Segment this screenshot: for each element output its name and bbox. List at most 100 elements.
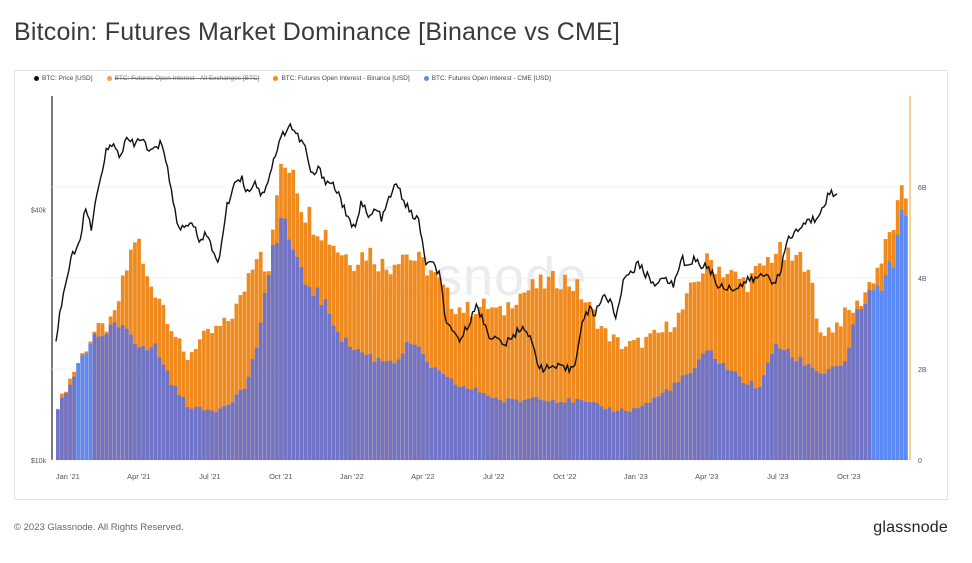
cme-oi-bar (165, 370, 170, 460)
cme-oi-bar (441, 374, 446, 460)
chart-legend: BTC: Price [USD] BTC: Futures Open Intere… (34, 75, 551, 82)
legend-item-2[interactable]: BTC: Futures Open Interest - Binance [US… (273, 75, 410, 82)
cme-oi-bar (275, 242, 279, 460)
binance-oi-bar (198, 339, 202, 460)
binance-oi-bar (206, 328, 210, 460)
binance-oi-bar (619, 348, 624, 460)
cme-oi-bar (786, 348, 791, 460)
binance-oi-bar (437, 277, 442, 460)
x-tick-label: Apr '22 (411, 472, 435, 481)
cme-oi-bar (258, 322, 263, 460)
binance-oi-bar (490, 307, 494, 460)
binance-oi-bar (749, 273, 754, 460)
binance-oi-bar (482, 298, 486, 460)
cme-oi-bar (891, 267, 896, 460)
cme-oi-bar (802, 365, 807, 460)
cme-oi-bar (875, 285, 880, 460)
legend-item-1[interactable]: BTC: Futures Open Interest - All Exchang… (106, 75, 259, 82)
cme-oi-bar (157, 357, 162, 460)
cme-oi-bar (453, 384, 458, 460)
binance-oi-bar (636, 337, 640, 460)
binance-oi-bar (494, 307, 498, 460)
binance-oi-bar (473, 314, 478, 460)
cme-oi-bar (283, 218, 287, 460)
cme-oi-bar (185, 407, 190, 460)
cme-oi-bar (234, 394, 239, 460)
y-right-tick-label: 6B (918, 185, 927, 192)
cme-oi-bar (798, 356, 803, 460)
cme-oi-bar (193, 406, 198, 460)
cme-oi-bar (181, 396, 186, 460)
cme-oi-bar (364, 354, 369, 460)
cme-oi-bar (323, 299, 328, 460)
cme-oi-bar (615, 410, 620, 460)
x-tick-label: Jan '23 (624, 472, 648, 481)
cme-oi-bar (433, 367, 438, 460)
cme-oi-bar (425, 361, 429, 460)
cme-oi-bar (92, 333, 97, 460)
cme-oi-bar (579, 400, 584, 460)
cme-oi-bar (486, 395, 490, 460)
cme-oi-bar (299, 267, 304, 460)
cme-oi-bar (757, 386, 762, 460)
cme-oi-bar (311, 295, 316, 460)
binance-oi-bar (202, 330, 206, 460)
cme-oi-bar (482, 392, 486, 460)
cme-oi-bar (319, 305, 324, 460)
binance-oi-bar (652, 329, 657, 460)
legend-item-0[interactable]: BTC: Price [USD] (34, 75, 93, 82)
btc-price-line (55, 122, 838, 375)
cme-oi-bar (449, 378, 454, 460)
cme-oi-bar (307, 286, 312, 460)
cme-oi-bar (636, 408, 640, 460)
cme-oi-bar (664, 389, 669, 460)
cme-oi-bar (534, 397, 539, 460)
binance-oi-bar (741, 277, 746, 460)
cme-oi-bar (279, 217, 283, 460)
cme-oi-bar (555, 403, 559, 460)
cme-oi-bar (80, 355, 85, 460)
binance-oi-bar (242, 291, 247, 460)
cme-oi-bar (595, 403, 600, 460)
cme-oi-bar (526, 398, 531, 460)
binance-oi-bar (433, 272, 438, 460)
cme-oi-bar (177, 395, 182, 460)
binance-oi-bar (234, 303, 239, 460)
cme-oi-bar (189, 408, 194, 460)
y-right-tick-label: 2B (918, 367, 927, 374)
binance-oi-bar (717, 266, 722, 460)
cme-oi-bar (104, 334, 109, 460)
binance-oi-bar (575, 279, 580, 460)
cme-oi-bar (145, 350, 149, 460)
cme-oi-bar (173, 385, 178, 460)
cme-oi-bar (469, 389, 474, 460)
x-tick-label: Apr '21 (127, 472, 151, 481)
cme-oi-bar (133, 344, 137, 460)
cme-oi-bar (591, 402, 596, 460)
binance-oi-bar (766, 257, 770, 460)
cme-oi-bar (490, 398, 494, 460)
legend-swatch-icon (273, 76, 279, 81)
cme-oi-bar (348, 346, 352, 460)
cme-oi-bar (494, 397, 498, 460)
legend-item-3[interactable]: BTC: Futures Open Interest - CME [USD] (423, 75, 551, 82)
cme-oi-bar (684, 374, 689, 460)
cme-oi-bar (847, 348, 851, 460)
cme-oi-bar (628, 411, 632, 460)
x-tick-label: Oct '23 (837, 472, 861, 481)
cme-oi-bar (108, 324, 113, 460)
cme-oi-bar (120, 325, 125, 460)
cme-oi-bar (396, 359, 401, 460)
binance-oi-bar (733, 271, 738, 460)
cme-oi-bar (599, 406, 604, 460)
cme-oi-bar (607, 407, 612, 460)
cme-oi-bar (867, 290, 872, 460)
cme-oi-bar (206, 409, 210, 460)
cme-oi-bar (879, 290, 884, 460)
cme-oi-bar (291, 249, 296, 460)
binance-oi-bar (510, 308, 515, 460)
binance-oi-bar (368, 247, 373, 460)
cme-oi-bar (741, 383, 746, 460)
cme-oi-bar (295, 256, 300, 460)
cme-oi-bar (437, 370, 442, 460)
